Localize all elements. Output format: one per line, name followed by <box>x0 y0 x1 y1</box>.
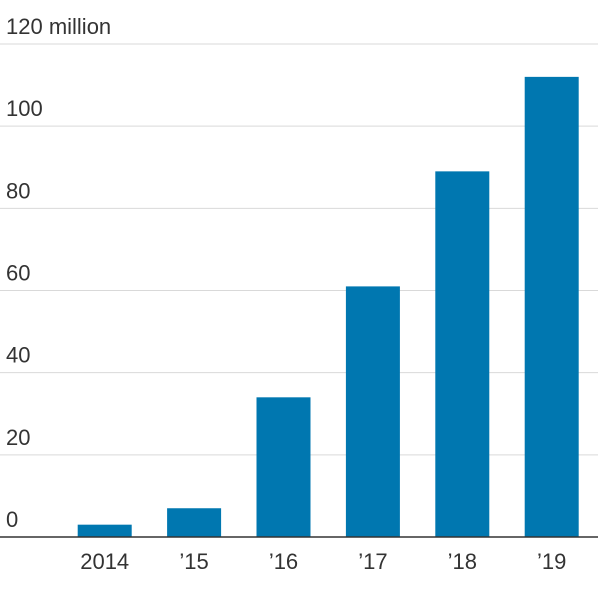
y-tick-label-120: 120 million <box>6 14 111 39</box>
bar-4 <box>435 171 490 537</box>
y-tick-label-20: 20 <box>6 425 30 450</box>
x-axis-tick-labels: 2014 ’15 ’16 ’17 ’18 ’19 <box>80 549 566 574</box>
bar-0 <box>77 524 132 537</box>
y-axis-tick-labels: 0 20 40 60 80 100 120 million <box>6 14 111 532</box>
y-tick-label-40: 40 <box>6 343 30 368</box>
bar-3 <box>345 286 400 537</box>
y-tick-label-0: 0 <box>6 507 18 532</box>
y-tick-label-80: 80 <box>6 178 30 203</box>
y-tick-label-100: 100 <box>6 96 43 121</box>
bars <box>77 76 579 537</box>
gridlines <box>0 43 598 456</box>
bar-5 <box>524 76 579 537</box>
bar-2 <box>256 397 311 537</box>
x-tick-label-3: ’17 <box>358 549 387 574</box>
x-tick-label-4: ’18 <box>448 549 477 574</box>
x-tick-label-2: ’16 <box>269 549 298 574</box>
x-tick-label-5: ’19 <box>537 549 566 574</box>
x-tick-label-1: ’15 <box>179 549 208 574</box>
bar-1 <box>167 508 222 537</box>
y-tick-label-60: 60 <box>6 261 30 286</box>
x-tick-label-0: 2014 <box>80 549 129 574</box>
